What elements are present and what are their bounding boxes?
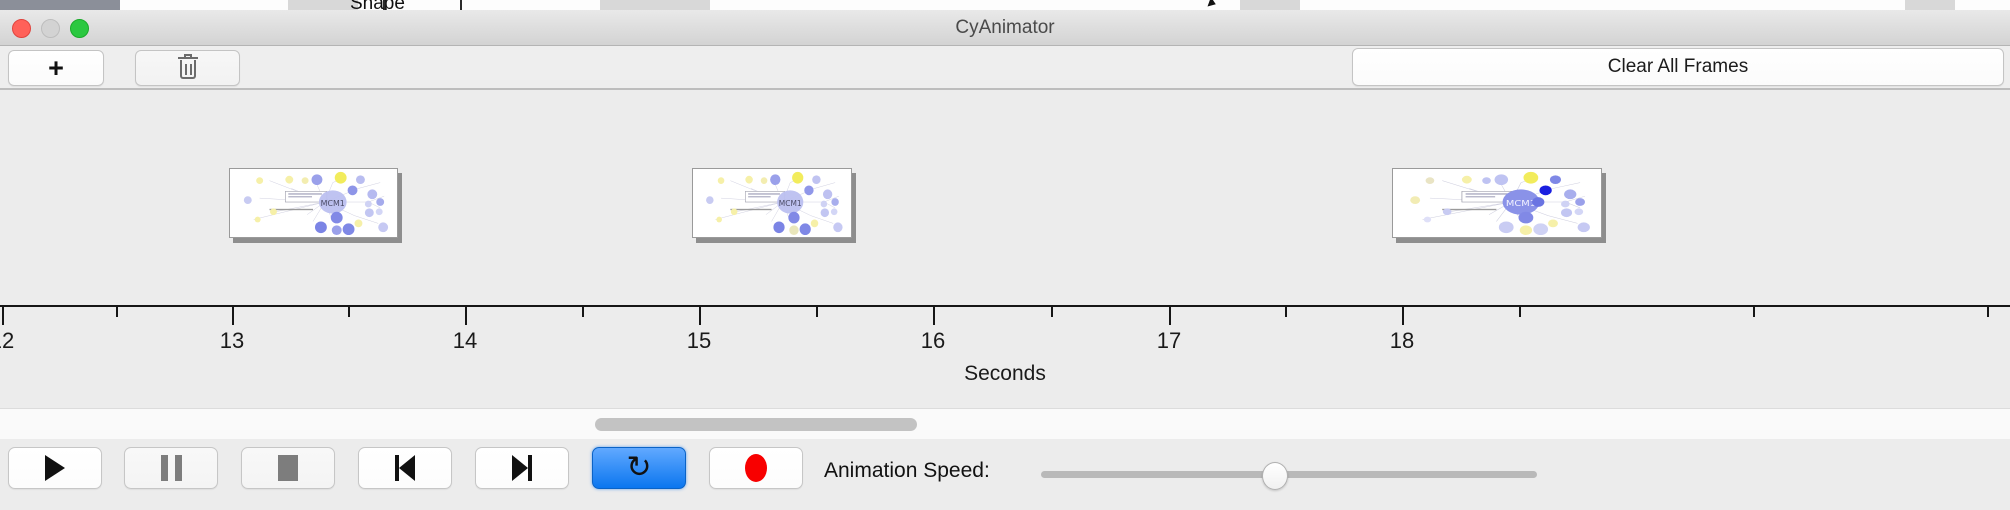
axis-tick-minor (1987, 307, 1989, 317)
axis-line (0, 305, 2010, 307)
frame-thumbnail: MCM1 (692, 168, 852, 238)
plus-icon: + (48, 52, 64, 83)
animation-speed-label: Animation Speed: (824, 459, 990, 482)
timeline-panel[interactable]: MCM1 (0, 90, 2010, 408)
timeline-frame-2[interactable]: MCM1 (692, 168, 856, 243)
skip-forward-icon (512, 455, 532, 481)
mouse-cursor-icon (1207, 0, 1218, 9)
toolbar-divider (0, 88, 2010, 90)
axis-tick-major (933, 307, 935, 325)
axis-tick-major (232, 307, 234, 325)
axis-tick-label: 14 (452, 328, 478, 353)
pause-button[interactable] (124, 447, 218, 489)
axis-tick-minor (1051, 307, 1053, 317)
axis-tick-major (2, 307, 4, 325)
axis-tick-minor (348, 307, 350, 317)
record-icon (745, 454, 767, 482)
play-button[interactable] (8, 447, 102, 489)
axis-tick-label: 16 (920, 328, 946, 353)
timeline-axis: 12 13 14 15 16 17 18 Seconds (0, 90, 2010, 385)
background-window-strip: Shape (0, 0, 2010, 10)
axis-tick-label: 17 (1156, 328, 1182, 353)
axis-tick-label: 15 (686, 328, 712, 353)
clear-all-frames-button[interactable]: Clear All Frames (1352, 48, 2004, 86)
title-bar: CyAnimator (0, 10, 2010, 46)
scrollbar-thumb[interactable] (595, 418, 917, 431)
stop-icon (278, 455, 298, 481)
delete-frame-button[interactable] (135, 50, 240, 86)
play-icon (45, 455, 65, 481)
transport-bar: ↻ Animation Speed: (0, 439, 2010, 510)
svg-text:MCM1: MCM1 (1506, 200, 1536, 209)
animation-speed-slider-thumb[interactable] (1262, 462, 1288, 490)
frame-thumbnail: MCM1 (1392, 168, 1602, 238)
axis-tick-minor (116, 307, 118, 317)
axis-tick-minor (1519, 307, 1521, 317)
axis-tick-minor (582, 307, 584, 317)
svg-text:MCM1: MCM1 (779, 199, 802, 208)
minimize-button[interactable] (41, 19, 60, 38)
svg-text:MCM1: MCM1 (321, 199, 345, 208)
timeline-horizontal-scrollbar[interactable] (0, 408, 2010, 440)
add-frame-button[interactable]: + (8, 50, 104, 86)
network-thumbnail-icon: MCM1 (1393, 169, 1601, 237)
axis-tick-minor (1753, 307, 1755, 317)
network-thumbnail-icon: MCM1 (230, 169, 397, 237)
record-button[interactable] (709, 447, 803, 489)
background-window-label: Shape (350, 0, 405, 10)
zoom-button[interactable] (70, 19, 89, 38)
window-traffic-lights (12, 19, 89, 38)
skip-back-icon (395, 455, 415, 481)
network-thumbnail-icon: MCM1 (693, 169, 851, 237)
timeline-frame-1[interactable]: MCM1 (229, 168, 402, 243)
skip-start-button[interactable] (358, 447, 452, 489)
axis-tick-minor (1285, 307, 1287, 317)
pause-icon (160, 455, 182, 481)
axis-tick-major (699, 307, 701, 325)
frame-thumbnail: MCM1 (229, 168, 398, 238)
axis-tick-major (1169, 307, 1171, 325)
loop-button[interactable]: ↻ (592, 447, 686, 489)
clear-all-frames-label: Clear All Frames (1607, 56, 1749, 77)
window-title: CyAnimator (955, 17, 1055, 38)
axis-tick-label: 18 (1389, 328, 1415, 353)
skip-end-button[interactable] (475, 447, 569, 489)
loop-icon: ↻ (626, 450, 652, 485)
axis-tick-label: 13 (219, 328, 245, 353)
stop-button[interactable] (241, 447, 335, 489)
animation-speed-slider[interactable] (1041, 471, 1537, 478)
axis-tick-major (465, 307, 467, 325)
timeline-frame-3[interactable]: MCM1 (1392, 168, 1606, 243)
axis-tick-label: 12 (0, 328, 15, 353)
trash-icon (177, 53, 198, 80)
close-button[interactable] (12, 19, 31, 38)
axis-tick-minor (816, 307, 818, 317)
axis-title: Seconds (964, 362, 1046, 385)
axis-tick-major (1402, 307, 1404, 325)
toolbar: + Clear All Frames (0, 46, 2010, 90)
